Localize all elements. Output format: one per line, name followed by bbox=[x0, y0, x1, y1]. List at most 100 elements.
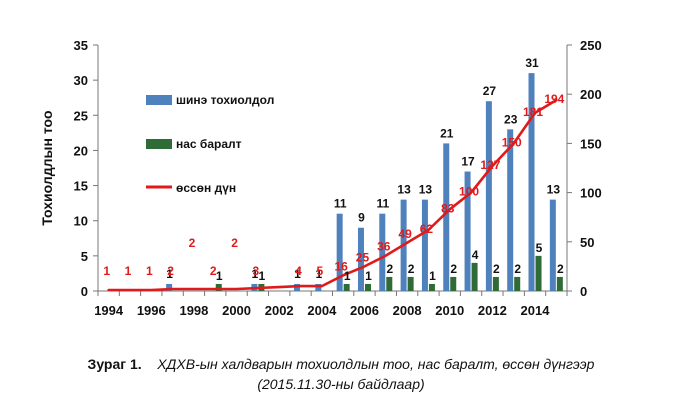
label-deaths: 2 bbox=[408, 262, 415, 276]
x-tick-label: 1998 bbox=[179, 303, 208, 318]
bar-deaths bbox=[364, 283, 371, 291]
label-deaths: 1 bbox=[344, 269, 351, 283]
bar-new-cases bbox=[357, 227, 364, 291]
label-cumulative: 2 bbox=[231, 236, 238, 250]
x-tick-label: 2002 bbox=[265, 303, 294, 318]
bar-deaths bbox=[428, 283, 435, 291]
label-deaths: 1 bbox=[216, 269, 223, 283]
figure-caption: Зураг 1. ХДХВ-ын халдварын тохиолдлын то… bbox=[0, 356, 682, 372]
bar-new-cases bbox=[485, 101, 492, 291]
label-new-cases: 1 bbox=[294, 267, 301, 281]
label-cumulative: 194 bbox=[544, 92, 564, 106]
bar-deaths bbox=[215, 283, 222, 291]
label-cumulative: 100 bbox=[459, 185, 479, 199]
line-cumulative bbox=[107, 98, 558, 292]
bar-deaths bbox=[386, 276, 393, 291]
y-tick-label: 5 bbox=[81, 249, 88, 264]
label-cumulative: 36 bbox=[377, 240, 391, 254]
legend-label-new-cases: шинэ тохиолдол bbox=[176, 93, 274, 107]
x-tick-label: 2012 bbox=[478, 303, 507, 318]
label-new-cases: 1 bbox=[252, 267, 259, 281]
label-new-cases: 1 bbox=[166, 267, 173, 281]
caption-label: Зураг 1. bbox=[87, 356, 142, 372]
y-tick-label: 30 bbox=[74, 73, 88, 88]
label-new-cases: 21 bbox=[440, 126, 454, 140]
x-tick-label: 2004 bbox=[307, 303, 337, 318]
legend-swatch-deaths bbox=[146, 139, 172, 149]
caption-subtext: (2015.11.30-ны байдлаар) bbox=[257, 376, 425, 392]
y2-tick-label: 250 bbox=[580, 38, 602, 53]
label-deaths: 1 bbox=[259, 269, 266, 283]
bar-deaths bbox=[514, 276, 521, 291]
bar-new-cases bbox=[443, 143, 450, 291]
label-cumulative: 49 bbox=[398, 227, 412, 241]
y2-tick-label: 150 bbox=[580, 136, 602, 151]
label-new-cases: 1 bbox=[315, 267, 322, 281]
label-new-cases: 13 bbox=[547, 183, 561, 197]
label-cumulative: 1 bbox=[125, 264, 132, 278]
label-cumulative: 2 bbox=[210, 264, 217, 278]
label-cumulative: 127 bbox=[480, 158, 500, 172]
y-tick-label: 35 bbox=[74, 38, 88, 53]
bar-deaths bbox=[450, 276, 457, 291]
label-cumulative: 25 bbox=[356, 250, 370, 264]
x-tick-label: 1994 bbox=[94, 303, 124, 318]
bar-new-cases bbox=[528, 73, 535, 291]
label-deaths: 1 bbox=[429, 269, 436, 283]
label-deaths: 2 bbox=[557, 262, 564, 276]
bar-new-cases bbox=[166, 283, 173, 291]
caption-text: ХДХВ-ын халдварын тохиолдлын тоо, нас ба… bbox=[157, 356, 595, 372]
legend-label-cumulative: өссөн дүн bbox=[176, 181, 236, 195]
legend-swatch-new-cases bbox=[146, 95, 172, 105]
x-tick-label: 2014 bbox=[521, 303, 551, 318]
label-deaths: 4 bbox=[472, 248, 479, 262]
bar-new-cases bbox=[421, 199, 428, 291]
label-new-cases: 17 bbox=[461, 155, 475, 169]
label-deaths: 5 bbox=[536, 241, 543, 255]
legend-label-deaths: нас баралт bbox=[176, 137, 242, 151]
label-cumulative: 2 bbox=[189, 236, 196, 250]
bar-new-cases bbox=[315, 283, 322, 291]
x-tick-label: 2006 bbox=[350, 303, 379, 318]
bar-new-cases bbox=[379, 213, 386, 291]
label-new-cases: 27 bbox=[483, 84, 497, 98]
bar-deaths bbox=[407, 276, 414, 291]
bar-deaths bbox=[471, 262, 478, 291]
label-cumulative: 4 bbox=[295, 264, 302, 278]
y-tick-label: 10 bbox=[74, 214, 88, 229]
figure-caption-subtext: (2015.11.30-ны байдлаар) bbox=[0, 376, 682, 392]
line-layer bbox=[107, 98, 558, 292]
label-new-cases: 31 bbox=[525, 56, 539, 70]
bar-deaths bbox=[492, 276, 499, 291]
label-cumulative: 1 bbox=[146, 264, 153, 278]
label-cumulative: 5 bbox=[316, 264, 323, 278]
label-deaths: 2 bbox=[450, 262, 457, 276]
y-tick-label: 20 bbox=[74, 143, 88, 158]
legend: шинэ тохиолдол нас баралт өссөн дүн bbox=[146, 93, 274, 195]
y2-tick-label: 100 bbox=[580, 186, 602, 201]
label-cumulative: 150 bbox=[502, 135, 522, 149]
y-tick-label: 0 bbox=[81, 284, 88, 299]
x-tick-label: 1996 bbox=[137, 303, 166, 318]
y-axis-title: Тохиолдлын тоо bbox=[39, 110, 55, 225]
y-tick-label: 15 bbox=[74, 179, 88, 194]
label-cumulative: 2 bbox=[167, 264, 174, 278]
bar-deaths bbox=[343, 283, 350, 291]
x-tick-label: 2000 bbox=[222, 303, 251, 318]
label-new-cases: 11 bbox=[334, 197, 347, 211]
bar-deaths bbox=[535, 255, 542, 291]
y-tick-label: 25 bbox=[74, 108, 88, 123]
label-cumulative: 16 bbox=[334, 259, 348, 273]
label-deaths: 2 bbox=[386, 262, 393, 276]
label-cumulative: 181 bbox=[523, 105, 543, 119]
y2-tick-label: 50 bbox=[580, 235, 594, 250]
x-tick-label: 2010 bbox=[435, 303, 464, 318]
x-tick-label: 2008 bbox=[393, 303, 422, 318]
label-cumulative: 83 bbox=[441, 201, 455, 215]
label-new-cases: 13 bbox=[419, 183, 433, 197]
y2-tick-label: 0 bbox=[580, 284, 587, 299]
label-new-cases: 23 bbox=[504, 112, 518, 126]
y2-tick-label: 200 bbox=[580, 87, 602, 102]
